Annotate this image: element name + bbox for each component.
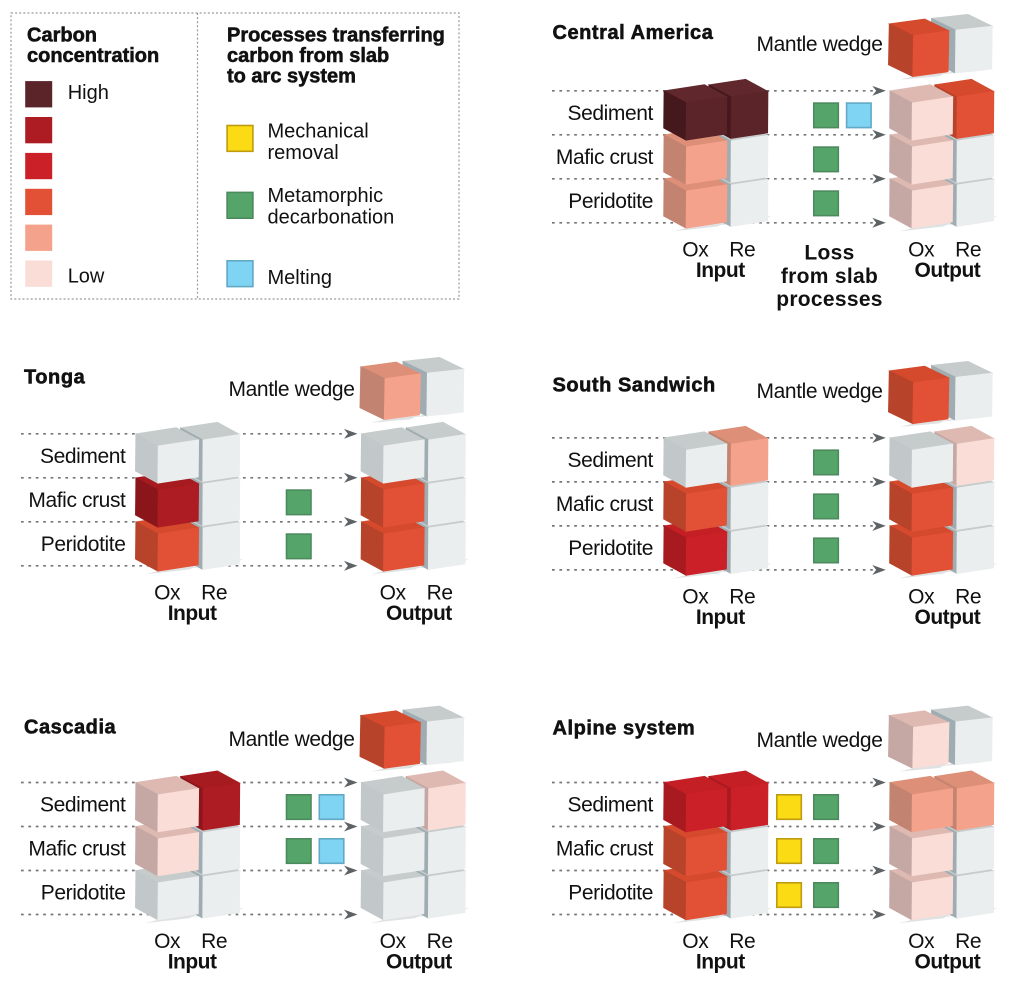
svg-text:Sediment: Sediment xyxy=(567,102,653,125)
svg-text:concentration: concentration xyxy=(27,45,159,67)
svg-text:Sediment: Sediment xyxy=(40,445,126,468)
svg-text:removal: removal xyxy=(268,142,339,164)
svg-text:Ox: Ox xyxy=(682,238,709,261)
svg-text:Ox: Ox xyxy=(908,238,935,261)
svg-text:Re: Re xyxy=(729,238,755,261)
svg-text:Low: Low xyxy=(68,266,105,288)
svg-text:Peridotite: Peridotite xyxy=(41,533,126,556)
svg-text:Peridotite: Peridotite xyxy=(568,190,653,213)
svg-text:Re: Re xyxy=(201,930,227,953)
svg-text:Ox: Ox xyxy=(154,930,181,953)
svg-text:Central America: Central America xyxy=(553,22,714,44)
svg-text:Tonga: Tonga xyxy=(24,367,86,389)
svg-text:Re: Re xyxy=(955,238,981,261)
svg-text:Mantle wedge: Mantle wedge xyxy=(229,378,355,401)
svg-text:Ox: Ox xyxy=(380,930,407,953)
svg-text:Alpine system: Alpine system xyxy=(553,718,696,740)
svg-text:carbon from slab: carbon from slab xyxy=(227,45,389,67)
svg-text:Mafic crust: Mafic crust xyxy=(28,489,126,512)
svg-text:Output: Output xyxy=(914,951,980,974)
svg-text:Output: Output xyxy=(914,259,980,282)
svg-text:Mafic crust: Mafic crust xyxy=(556,838,654,861)
svg-text:Re: Re xyxy=(427,581,453,604)
svg-text:Mantle wedge: Mantle wedge xyxy=(229,728,355,751)
svg-text:Mechanical: Mechanical xyxy=(268,121,369,143)
svg-text:Ox: Ox xyxy=(908,930,935,953)
svg-text:Sediment: Sediment xyxy=(567,794,653,817)
svg-text:Output: Output xyxy=(914,606,980,629)
svg-text:Mantle wedge: Mantle wedge xyxy=(757,729,883,752)
svg-text:Cascadia: Cascadia xyxy=(24,717,117,739)
svg-text:Input: Input xyxy=(168,951,217,974)
svg-text:to arc system: to arc system xyxy=(227,66,356,88)
svg-text:Ox: Ox xyxy=(682,930,709,953)
svg-text:Output: Output xyxy=(386,602,452,625)
svg-text:Mafic crust: Mafic crust xyxy=(28,838,126,861)
svg-text:Peridotite: Peridotite xyxy=(568,537,653,560)
svg-text:Sediment: Sediment xyxy=(40,794,126,817)
svg-text:Input: Input xyxy=(696,951,745,974)
svg-text:Re: Re xyxy=(955,930,981,953)
svg-text:Input: Input xyxy=(696,606,745,629)
svg-text:processes: processes xyxy=(776,288,883,311)
svg-text:Re: Re xyxy=(729,930,755,953)
svg-text:Re: Re xyxy=(729,585,755,608)
svg-text:Ox: Ox xyxy=(380,581,407,604)
svg-text:Input: Input xyxy=(168,602,217,625)
svg-text:Ox: Ox xyxy=(908,585,935,608)
svg-text:Melting: Melting xyxy=(268,267,332,289)
svg-text:Peridotite: Peridotite xyxy=(568,882,653,905)
svg-text:Mafic crust: Mafic crust xyxy=(556,146,654,169)
svg-text:Output: Output xyxy=(386,951,452,974)
svg-text:Mantle wedge: Mantle wedge xyxy=(757,380,883,403)
svg-text:Re: Re xyxy=(427,930,453,953)
svg-text:decarbonation: decarbonation xyxy=(268,206,395,228)
svg-text:Sediment: Sediment xyxy=(567,449,653,472)
svg-text:South Sandwich: South Sandwich xyxy=(553,375,716,397)
svg-text:Loss: Loss xyxy=(804,242,854,265)
svg-text:Ox: Ox xyxy=(682,585,709,608)
svg-text:Ox: Ox xyxy=(154,581,181,604)
svg-text:Re: Re xyxy=(955,585,981,608)
svg-text:Mafic crust: Mafic crust xyxy=(556,493,654,516)
svg-text:Carbon: Carbon xyxy=(27,24,97,46)
svg-text:Metamorphic: Metamorphic xyxy=(268,185,384,207)
svg-text:High: High xyxy=(68,82,109,104)
svg-text:Mantle wedge: Mantle wedge xyxy=(757,33,883,56)
svg-text:Processes transferring: Processes transferring xyxy=(227,24,445,46)
svg-text:Peridotite: Peridotite xyxy=(41,882,126,905)
svg-text:Re: Re xyxy=(201,581,227,604)
svg-text:from slab: from slab xyxy=(781,265,878,288)
svg-text:Input: Input xyxy=(696,259,745,282)
